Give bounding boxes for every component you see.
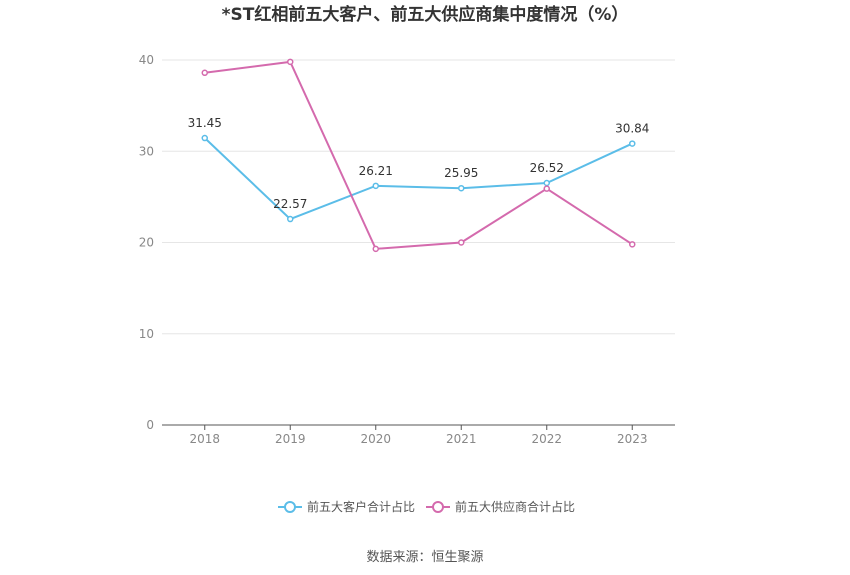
data-point: [201, 134, 208, 142]
x-tick-label: 2018: [189, 432, 220, 446]
data-label: 22.57: [273, 197, 307, 211]
data-label: 31.45: [188, 116, 222, 130]
data-label: 25.95: [444, 166, 478, 180]
legend-marker: [284, 501, 296, 513]
legend-item-2[interactable]: 前五大供应商合计占比: [426, 499, 575, 514]
series-layer: [201, 58, 636, 253]
legend[interactable]: 前五大客户合计占比 前五大供应商合计占比: [278, 499, 575, 514]
y-tick-label: 0: [146, 418, 154, 432]
series-line-2: [204, 60, 633, 250]
data-point: [458, 239, 465, 246]
y-tick-label: 40: [139, 53, 154, 67]
y-tick-label: 20: [139, 236, 154, 250]
x-tick-label: 2022: [531, 432, 562, 446]
y-axis-ticks: 0 10 20 30 40: [139, 53, 154, 432]
legend-label: 前五大供应商合计占比: [455, 499, 575, 514]
x-tick-label: 2021: [446, 432, 477, 446]
data-point: [458, 184, 465, 192]
legend-label: 前五大客户合计占比: [307, 499, 415, 514]
data-label: 26.52: [530, 161, 564, 175]
chart-title: *ST红相前五大客户、前五大供应商集中度情况（%）: [222, 4, 629, 25]
legend-item-1[interactable]: 前五大客户合计占比: [278, 499, 415, 514]
source-label: 数据来源：恒生聚源: [366, 550, 483, 565]
data-point: [629, 140, 636, 147]
x-tick-label: 2023: [617, 432, 648, 446]
data-point: [287, 58, 294, 66]
data-label: 30.84: [615, 122, 649, 136]
data-point: [372, 245, 379, 253]
x-tick-label: 2020: [360, 432, 391, 446]
data-point: [629, 241, 636, 248]
data-point: [543, 185, 550, 192]
y-tick-label: 30: [139, 144, 154, 158]
grid-lines: [162, 59, 675, 335]
data-point: [287, 215, 294, 223]
series-line-1: [204, 137, 633, 221]
y-tick-label: 10: [139, 327, 154, 341]
x-axis: 2018 2019 2020 2021 2022 2023: [162, 424, 675, 446]
legend-marker: [432, 501, 444, 513]
data-point: [543, 179, 550, 187]
data-label: 26.21: [359, 164, 393, 178]
x-tick-label: 2019: [275, 432, 306, 446]
data-point: [201, 69, 208, 77]
data-labels: 31.45 22.57 26.21 25.95 26.52 30.84: [188, 116, 650, 211]
data-point: [372, 182, 379, 190]
